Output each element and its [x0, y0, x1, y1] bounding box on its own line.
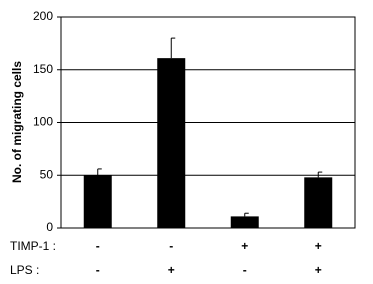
- y-tick-label: 50: [40, 167, 54, 181]
- bar: [304, 177, 333, 228]
- y-axis-title: No. of migrating cells: [10, 61, 24, 183]
- y-tick-label: 100: [33, 115, 53, 129]
- x-tick-label: -: [169, 239, 173, 253]
- x-tick-label: +: [168, 263, 175, 277]
- y-tick-label: 150: [33, 62, 53, 76]
- bar: [83, 175, 112, 228]
- x-tick-label: -: [96, 239, 100, 253]
- x-tick-label: -: [243, 263, 247, 277]
- y-tick-label: 200: [33, 9, 53, 23]
- plot-frame: [60, 16, 356, 229]
- x-tick-label: +: [315, 263, 322, 277]
- bar: [157, 58, 186, 228]
- x-tick-label: +: [315, 239, 322, 253]
- y-tick-label: 0: [46, 220, 53, 234]
- x-tick-label: -: [96, 263, 100, 277]
- x-tick-label: +: [241, 239, 248, 253]
- row-label: TIMP-1 :: [10, 239, 56, 253]
- row-label: LPS :: [10, 263, 39, 277]
- bar: [230, 216, 259, 228]
